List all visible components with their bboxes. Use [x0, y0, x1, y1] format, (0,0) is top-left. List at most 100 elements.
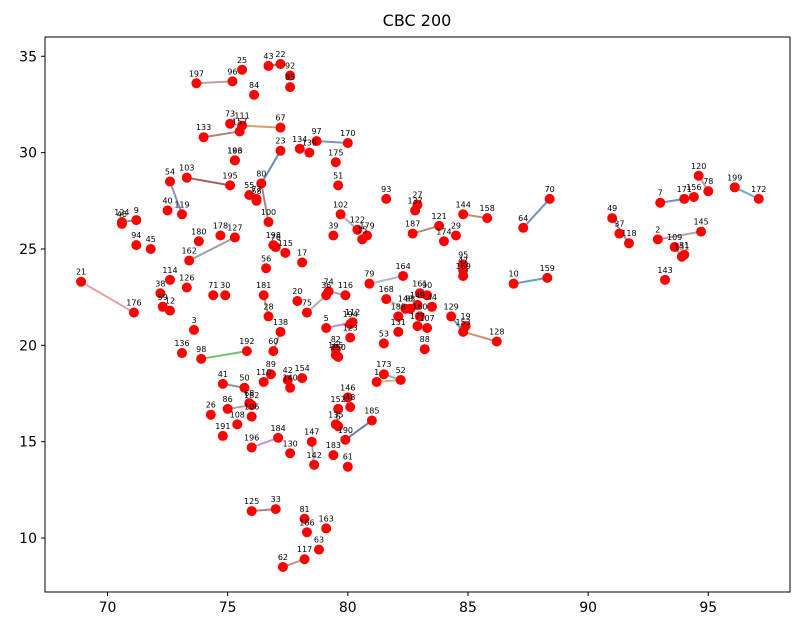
point-label-124: 124 — [114, 208, 129, 217]
point-92 — [285, 70, 296, 81]
point-84 — [249, 89, 260, 100]
point-label-192: 192 — [239, 337, 254, 346]
point-102 — [335, 209, 346, 220]
point-label-139: 139 — [302, 139, 317, 148]
point-label-92: 92 — [285, 62, 295, 71]
point-labels-layer: 123 5679101215171920212223252627282930313… — [76, 50, 766, 562]
point-label-137: 137 — [407, 196, 422, 205]
point-label-190: 190 — [338, 426, 353, 435]
point-label-196: 196 — [244, 433, 259, 442]
point-176 — [128, 307, 139, 318]
edge-197-96 — [196, 80, 233, 85]
point-label-103: 103 — [179, 164, 194, 173]
point-label-23: 23 — [275, 137, 285, 146]
point-172 — [753, 193, 764, 204]
point-52 — [395, 375, 406, 386]
point-label-185: 185 — [364, 406, 379, 415]
point-97 — [311, 136, 322, 147]
point-95 — [458, 259, 469, 270]
point-label-151: 151 — [674, 243, 689, 252]
point-label-44: 44 — [427, 293, 437, 302]
point-43 — [263, 60, 274, 71]
point-label-89: 89 — [266, 360, 276, 369]
point-label-82: 82 — [331, 335, 341, 344]
point-44 — [426, 301, 437, 312]
point-label-31: 31 — [679, 241, 689, 250]
point-122 — [352, 224, 363, 235]
point-label-95: 95 — [458, 250, 468, 259]
point-label-123: 123 — [343, 324, 358, 333]
point-label-173: 173 — [376, 360, 391, 369]
point-label-126: 126 — [179, 274, 194, 283]
point-2 — [652, 234, 663, 245]
point-label-33: 33 — [271, 495, 281, 504]
point-80 — [256, 178, 267, 189]
point-17 — [297, 257, 308, 268]
point-191 — [217, 430, 228, 441]
point-174 — [438, 236, 449, 247]
point-label-180: 180 — [191, 227, 206, 236]
point-label-49: 49 — [607, 204, 617, 213]
point-label-176: 176 — [126, 299, 141, 308]
point-label-191: 191 — [215, 422, 230, 431]
point-label-53: 53 — [379, 329, 389, 338]
point-label-71: 71 — [208, 281, 218, 290]
point-138 — [275, 326, 286, 337]
point-175 — [330, 157, 341, 168]
x-tick-label: 75 — [219, 600, 237, 616]
point-20 — [292, 296, 303, 307]
point-label-68: 68 — [244, 389, 254, 398]
point-81 — [299, 513, 310, 524]
point-label-10: 10 — [509, 270, 519, 279]
point-181 — [258, 290, 269, 301]
point-45 — [145, 243, 156, 254]
point-163 — [321, 523, 332, 534]
point-label-118: 118 — [621, 229, 636, 238]
point-41 — [217, 378, 228, 389]
point-label-52: 52 — [396, 366, 406, 375]
point-109 — [669, 242, 680, 253]
point-label-182: 182 — [244, 391, 259, 400]
point-142 — [309, 459, 320, 470]
point-label-128: 128 — [489, 327, 504, 336]
edge-100-80 — [260, 183, 270, 223]
point-label-149: 149 — [410, 291, 425, 300]
point-label-3: 3 — [191, 316, 196, 325]
point-label-140: 140 — [282, 374, 297, 383]
point-151 — [676, 251, 687, 262]
plot-frame — [44, 36, 791, 593]
point-label-121: 121 — [431, 212, 446, 221]
point-label-50: 50 — [239, 374, 249, 383]
y-axis: 10 15 20 25 30 35 — [19, 49, 45, 547]
point-label-100: 100 — [261, 208, 276, 217]
point-label-85: 85 — [285, 73, 295, 82]
point-39 — [328, 230, 339, 241]
y-tick-label: 30 — [19, 146, 37, 162]
point-165 — [330, 349, 341, 360]
point-label-172: 172 — [751, 185, 766, 194]
point-label-2: 2 — [655, 225, 660, 234]
point-label-161: 161 — [412, 279, 427, 288]
point-label-181: 181 — [256, 281, 271, 290]
point-114 — [164, 274, 175, 285]
point-label-39: 39 — [328, 221, 338, 230]
point-59 — [157, 301, 168, 312]
edge-190-185 — [344, 419, 373, 441]
point-74 — [323, 286, 334, 297]
point-label-22: 22 — [275, 50, 285, 59]
point-28 — [263, 311, 274, 322]
point-label-135: 135 — [328, 410, 343, 419]
point-label-56: 56 — [261, 254, 271, 263]
y-tick-label: 35 — [19, 49, 37, 65]
point-label-15: 15 — [357, 225, 367, 234]
point-160 — [414, 311, 425, 322]
point-184 — [273, 432, 284, 443]
edge-127-162 — [188, 236, 236, 262]
point-40 — [162, 205, 173, 216]
point-5 — [321, 322, 332, 333]
edge-111-67 — [242, 124, 281, 129]
y-tick-label: 10 — [19, 531, 37, 547]
point-93 — [381, 193, 392, 204]
point-label-127: 127 — [227, 223, 242, 232]
